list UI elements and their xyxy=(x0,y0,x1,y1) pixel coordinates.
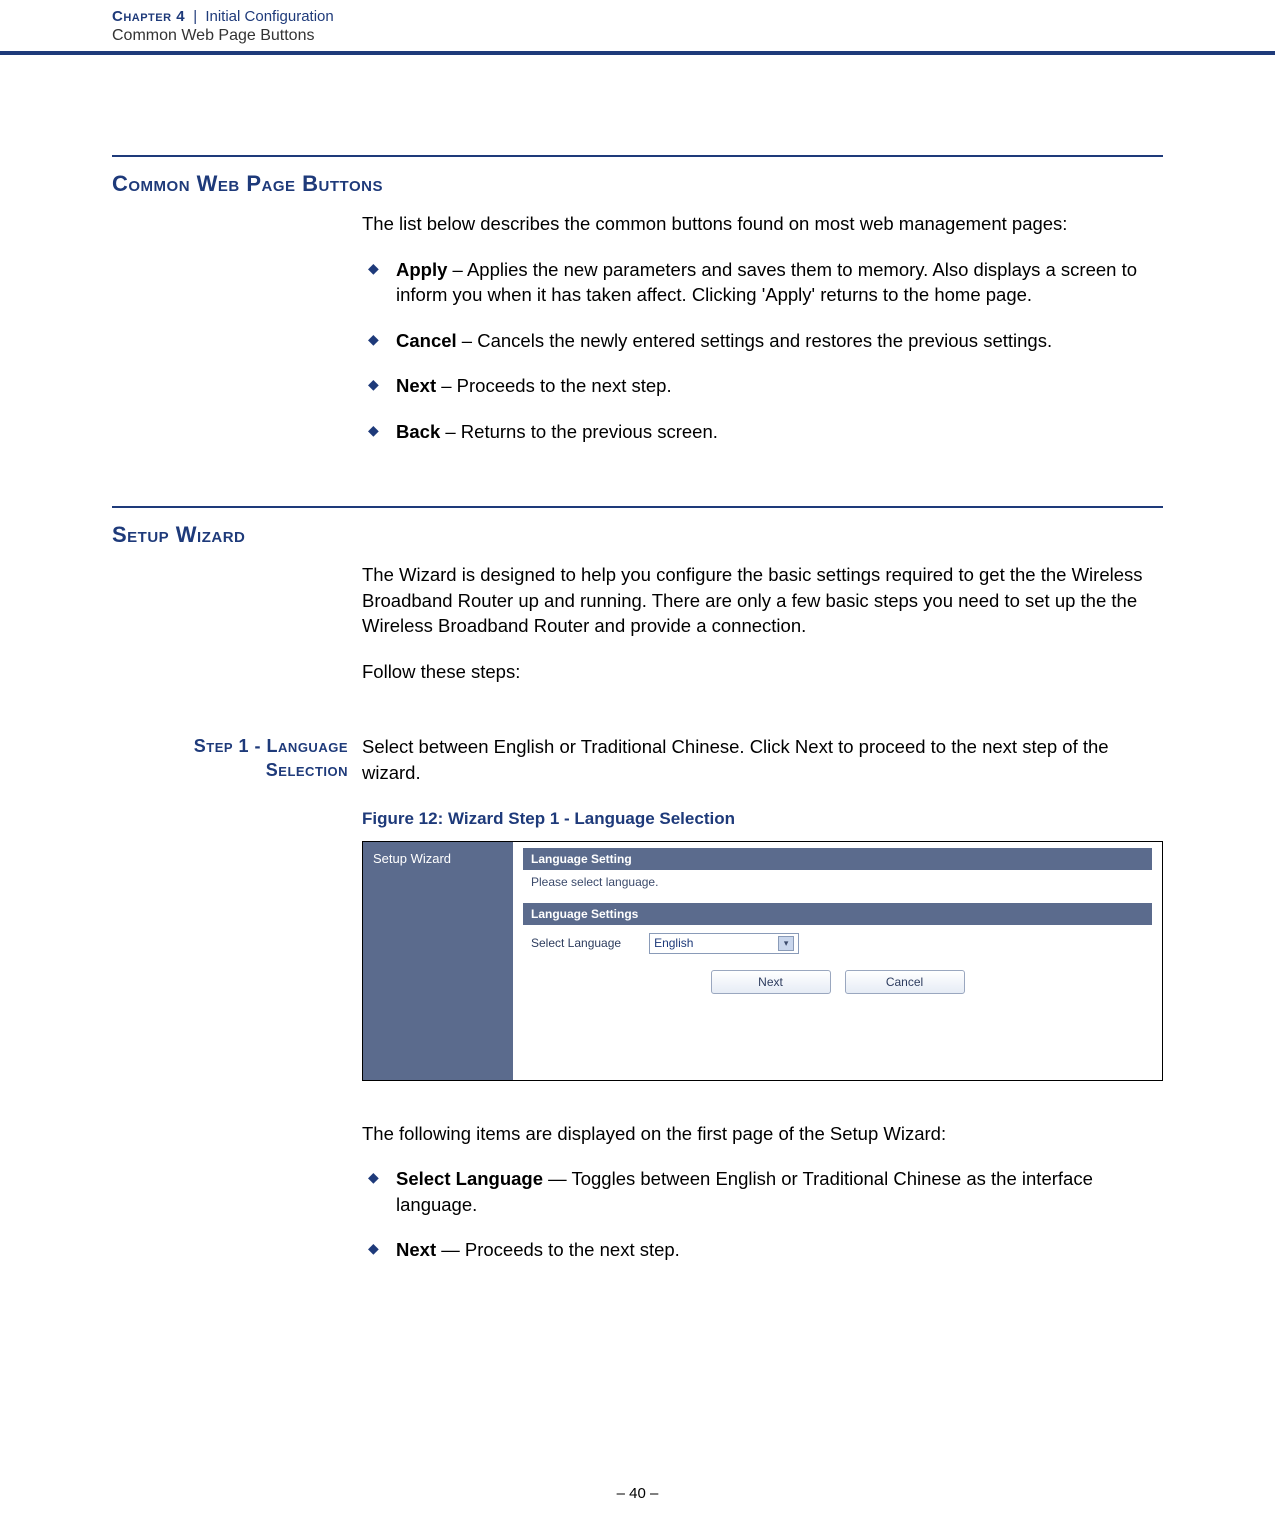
chapter-title: Initial Configuration xyxy=(205,8,333,25)
section2-follow: Follow these steps: xyxy=(362,659,1163,685)
language-select-value: English xyxy=(654,935,693,952)
section2-body: The Wizard is designed to help you confi… xyxy=(112,562,1163,704)
next-button[interactable]: Next xyxy=(711,970,831,995)
chevron-down-icon: ▾ xyxy=(778,936,794,951)
figure-subtext: Please select language. xyxy=(523,872,1152,903)
cancel-button[interactable]: Cancel xyxy=(845,970,965,995)
section2-text: The Wizard is designed to help you confi… xyxy=(362,562,1163,704)
page-number: – 40 – xyxy=(617,1485,659,1502)
figure-sidebar: Setup Wizard xyxy=(363,842,513,1080)
bullet-next-step1-term: Next xyxy=(396,1239,436,1260)
section-rule xyxy=(112,155,1163,157)
chapter-label: Chapter 4 xyxy=(112,8,185,25)
step1-body: Select between English or Traditional Ch… xyxy=(362,734,1163,1283)
bullet-next: Next – Proceeds to the next step. xyxy=(362,373,1163,399)
bullet-cancel-desc: – Cancels the newly entered settings and… xyxy=(457,330,1052,351)
section1-intro: The list below describes the common butt… xyxy=(362,211,1163,237)
figure-row-select-language: Select Language English ▾ xyxy=(523,927,1152,960)
step1-text: Select between English or Traditional Ch… xyxy=(362,734,1163,785)
bullet-next-step1: Next — Proceeds to the next step. xyxy=(362,1237,1163,1263)
figure-bar-language-setting: Language Setting xyxy=(523,848,1152,871)
chapter-separator: | xyxy=(193,8,197,25)
bullet-select-language: Select Language — Toggles between Englis… xyxy=(362,1166,1163,1217)
step1-after-figure: The following items are displayed on the… xyxy=(362,1121,1163,1147)
bullet-apply-term: Apply xyxy=(396,259,447,280)
section1-body: The list below describes the common butt… xyxy=(112,211,1163,464)
bullet-back: Back – Returns to the previous screen. xyxy=(362,419,1163,445)
figure-button-row: Next Cancel xyxy=(523,970,1152,995)
section-heading-common-buttons: Common Web Page Buttons xyxy=(112,171,1163,197)
bullet-back-term: Back xyxy=(396,421,440,442)
figure-caption: Figure 12: Wizard Step 1 - Language Sele… xyxy=(362,807,1163,830)
section2-intro: The Wizard is designed to help you confi… xyxy=(362,562,1163,639)
step1-side-label-line1: Step 1 - Language xyxy=(112,734,348,758)
bullet-cancel: Cancel – Cancels the newly entered setti… xyxy=(362,328,1163,354)
figure-bar-language-settings: Language Settings xyxy=(523,903,1152,926)
figure-row-label: Select Language xyxy=(531,935,621,952)
language-select[interactable]: English ▾ xyxy=(649,933,799,954)
figure-12: Setup Wizard Language Setting Please sel… xyxy=(362,841,1163,1081)
page-content: Common Web Page Buttons The list below d… xyxy=(0,55,1275,1283)
section1-bullet-list: Apply – Applies the new parameters and s… xyxy=(362,257,1163,445)
section-rule-2 xyxy=(112,506,1163,508)
page-footer: – 40 – xyxy=(0,1485,1275,1502)
bullet-apply: Apply – Applies the new parameters and s… xyxy=(362,257,1163,308)
section2-label-col xyxy=(112,562,362,704)
page-header: Chapter 4 | Initial Configuration Common… xyxy=(0,0,1275,55)
bullet-cancel-term: Cancel xyxy=(396,330,457,351)
step1-row: Step 1 - Language Selection Select betwe… xyxy=(112,734,1163,1283)
section-heading-setup-wizard: Setup Wizard xyxy=(112,522,1163,548)
header-section-line: Common Web Page Buttons xyxy=(112,27,1275,45)
bullet-select-language-term: Select Language xyxy=(396,1168,543,1189)
step1-label-col: Step 1 - Language Selection xyxy=(112,734,362,1283)
figure-sidebar-title: Setup Wizard xyxy=(373,850,503,868)
section1-text: The list below describes the common butt… xyxy=(362,211,1163,464)
bullet-next-term: Next xyxy=(396,375,436,396)
figure-main: Language Setting Please select language.… xyxy=(513,842,1162,1080)
step1-side-label-line2: Selection xyxy=(112,758,348,782)
section1-label-col xyxy=(112,211,362,464)
bullet-next-step1-desc: — Proceeds to the next step. xyxy=(436,1239,680,1260)
bullet-next-desc: – Proceeds to the next step. xyxy=(436,375,672,396)
bullet-back-desc: – Returns to the previous screen. xyxy=(440,421,718,442)
chapter-line: Chapter 4 | Initial Configuration xyxy=(112,8,1275,25)
step1-bullet-list: Select Language — Toggles between Englis… xyxy=(362,1166,1163,1263)
bullet-apply-desc: – Applies the new parameters and saves t… xyxy=(396,259,1137,306)
